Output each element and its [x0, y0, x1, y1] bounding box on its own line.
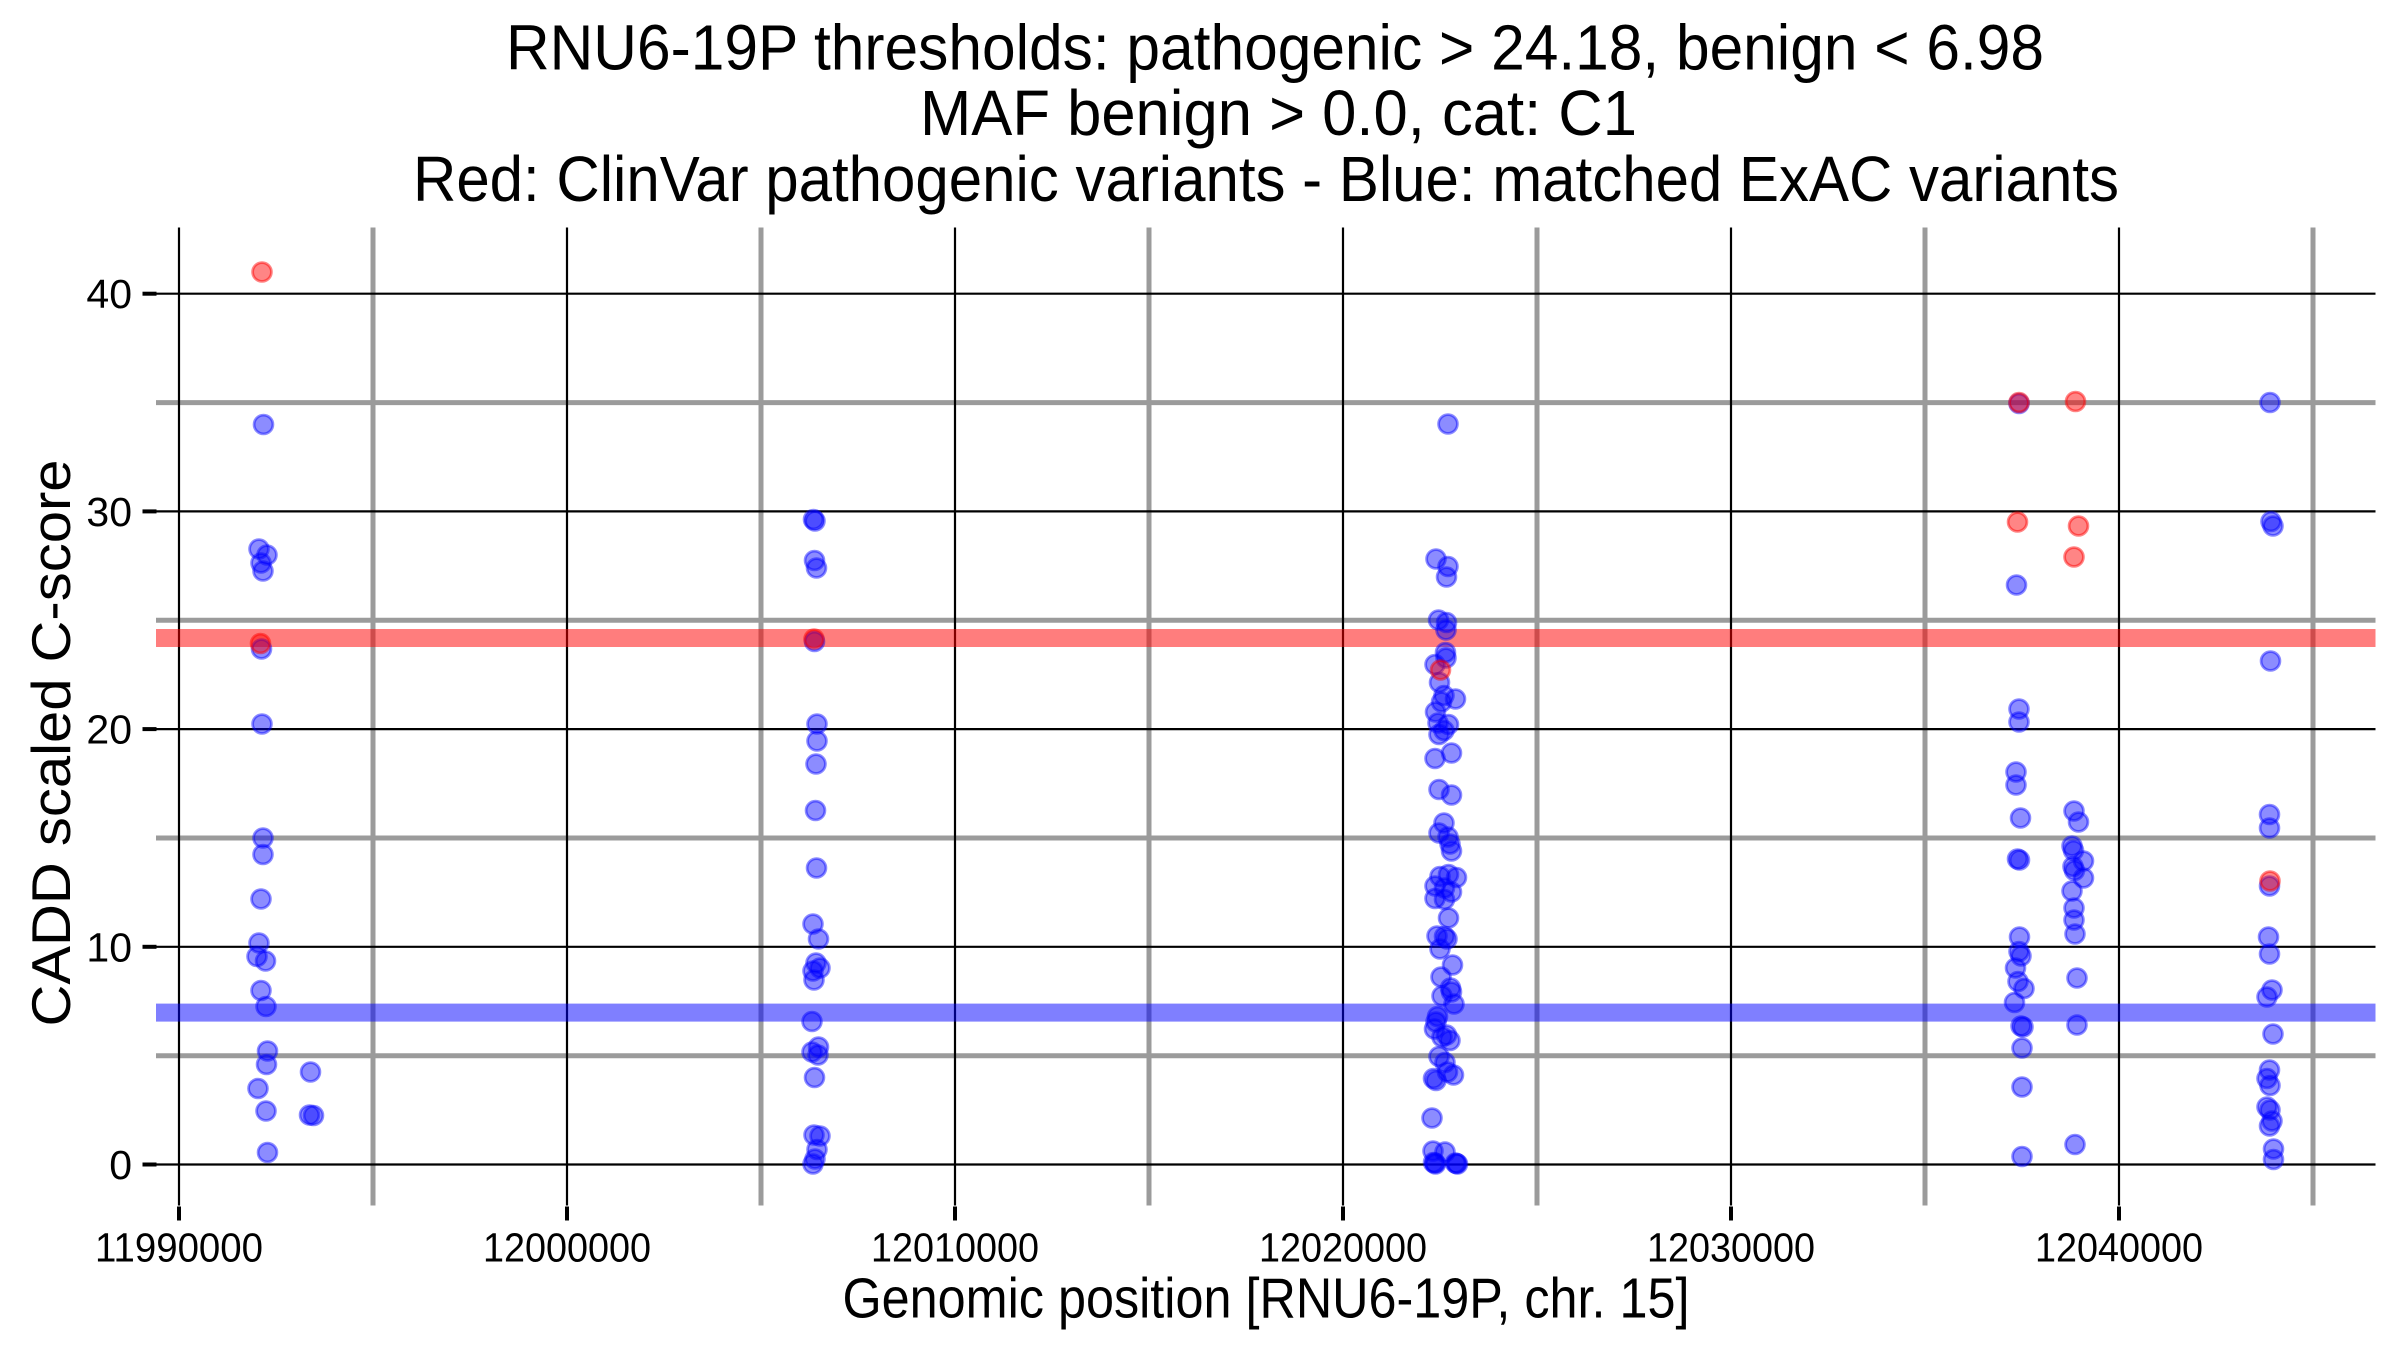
- svg-text:40: 40: [86, 271, 132, 317]
- svg-text:12000000: 12000000: [483, 1225, 651, 1271]
- svg-text:30: 30: [86, 489, 132, 535]
- svg-text:12040000: 12040000: [2035, 1225, 2203, 1271]
- svg-text:MAF benign > 0.0, cat: C1: MAF benign > 0.0, cat: C1: [920, 77, 1637, 149]
- svg-text:12030000: 12030000: [1647, 1225, 1815, 1271]
- svg-text:Red: ClinVar pathogenic varian: Red: ClinVar pathogenic variants - Blue:…: [413, 143, 2119, 215]
- svg-text:12010000: 12010000: [871, 1225, 1039, 1271]
- svg-text:20: 20: [86, 707, 132, 753]
- svg-text:12020000: 12020000: [1259, 1225, 1427, 1271]
- svg-text:0: 0: [109, 1142, 132, 1188]
- svg-text:CADD scaled C-score: CADD scaled C-score: [20, 460, 82, 1027]
- svg-text:11990000: 11990000: [95, 1225, 263, 1271]
- svg-text:10: 10: [86, 924, 132, 970]
- svg-text:Genomic position [RNU6-19P, ch: Genomic position [RNU6-19P, chr. 15]: [843, 1267, 1690, 1331]
- svg-text:RNU6-19P thresholds: pathogeni: RNU6-19P thresholds: pathogenic > 24.18,…: [506, 12, 2044, 84]
